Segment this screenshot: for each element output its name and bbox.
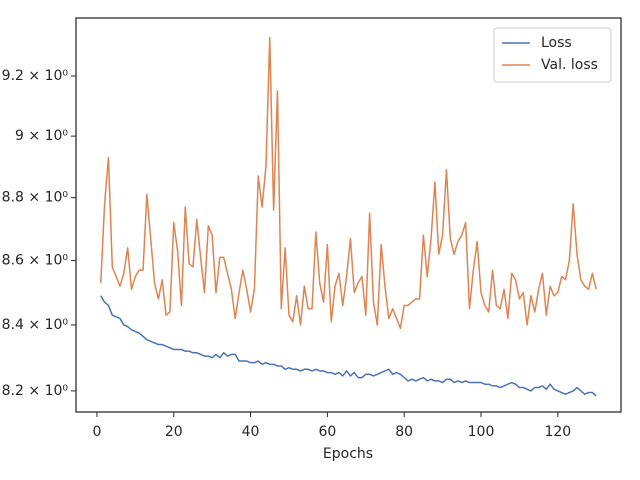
x-tick-label: 100 [468,424,495,440]
x-tick-label: 120 [544,424,571,440]
line-series [100,36,597,329]
plot-frame [75,17,622,413]
y-tick-label: 8.8 × 10⁰ [2,190,69,206]
x-tick-label: 40 [242,424,260,440]
y-tick-label: 8.4 × 10⁰ [2,317,69,333]
legend-label: Loss [541,35,572,51]
x-tick-label: 20 [165,424,183,440]
y-tick-label: 8.2 × 10⁰ [2,383,69,399]
x-tick-label: 0 [92,424,101,440]
x-axis-label: Epochs [323,446,373,462]
x-tick-label: 60 [318,424,336,440]
line-series [100,295,597,397]
x-tick-label: 80 [395,424,413,440]
y-tick-label: 9.2 × 10⁰ [2,68,69,84]
y-tick-label: 9 × 10⁰ [15,128,68,144]
y-tick-label: 8.6 × 10⁰ [2,253,69,269]
legend-label: Val. loss [541,57,598,73]
legend-box [493,27,612,83]
